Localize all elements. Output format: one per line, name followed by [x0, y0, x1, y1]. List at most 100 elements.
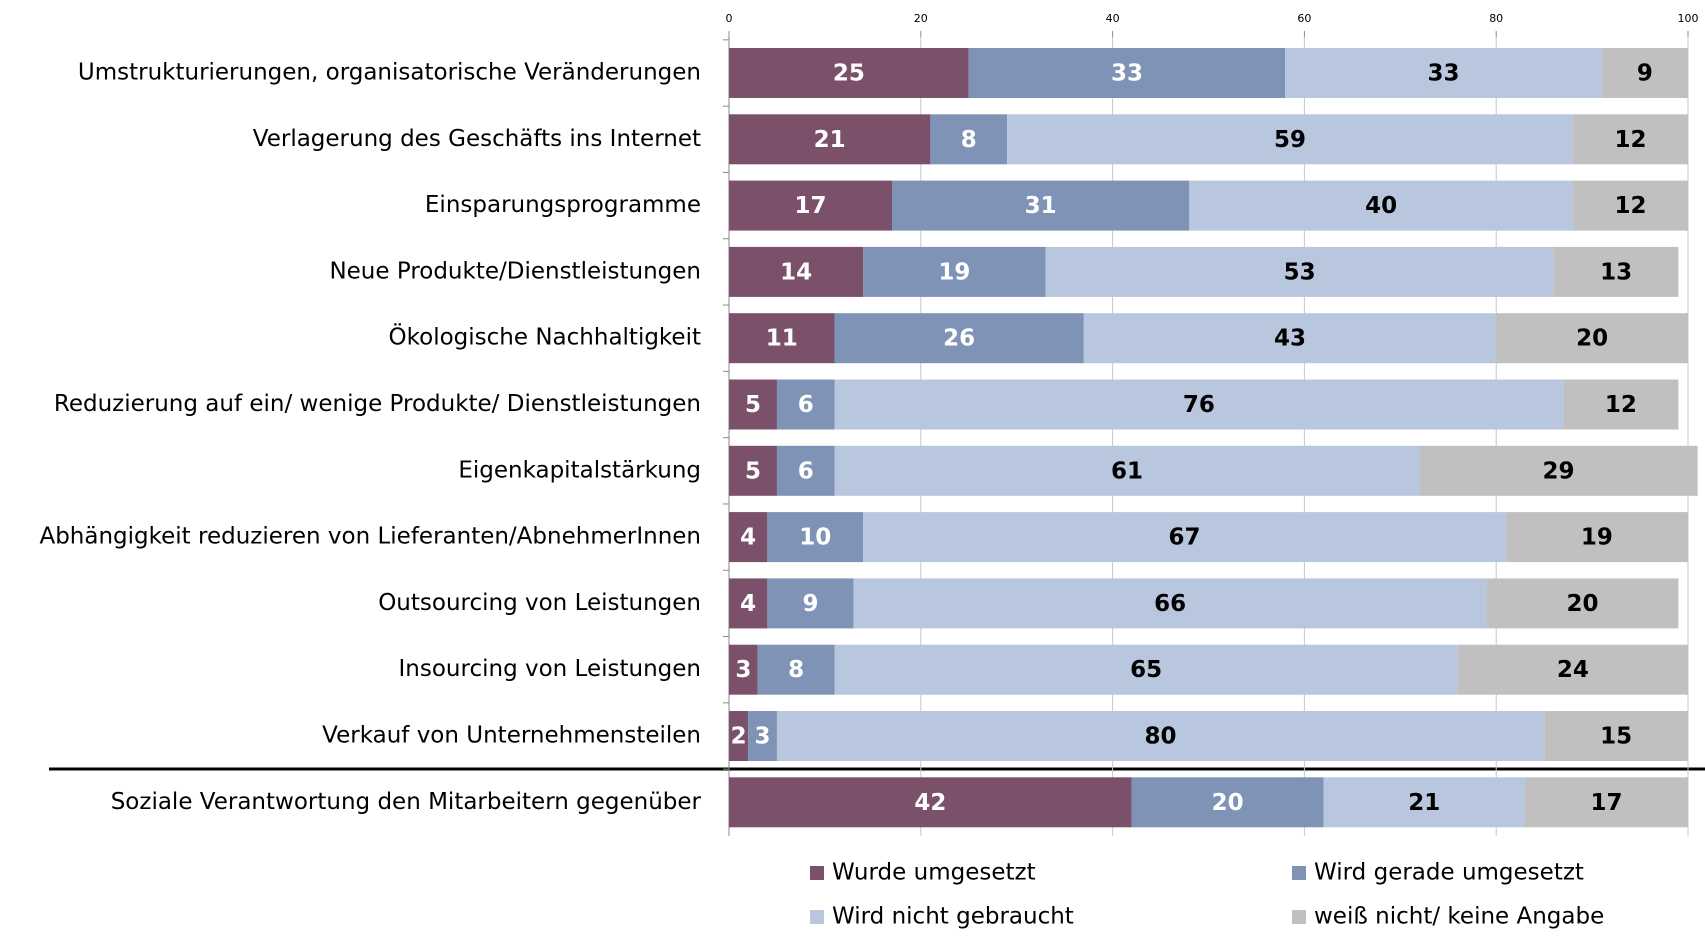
value-label: 5: [745, 392, 761, 418]
value-label: 4: [740, 525, 756, 551]
value-label: 19: [938, 259, 970, 285]
value-label: 6: [798, 458, 814, 484]
value-label: 13: [1600, 259, 1632, 285]
value-label: 2: [731, 724, 747, 750]
bar-segment: [892, 180, 1190, 231]
value-label: 25: [833, 61, 865, 87]
bar-segment: [729, 644, 758, 695]
value-label: 6: [798, 392, 814, 418]
bar-segment: [776, 379, 835, 430]
bar-segment: [729, 114, 931, 165]
bar-segment: [729, 379, 777, 430]
bar-segment: [729, 246, 864, 297]
value-label: 26: [943, 326, 975, 352]
legend-label: Wird gerade umgesetzt: [1314, 860, 1584, 886]
bar-segment: [767, 512, 864, 563]
value-label: 8: [788, 657, 804, 683]
value-label: 8: [961, 127, 977, 153]
value-label: 40: [1365, 193, 1397, 219]
bar-segment: [1601, 48, 1688, 98]
value-label: 9: [803, 591, 819, 617]
value-label: 80: [1145, 724, 1177, 750]
x-tick-label: 40: [1106, 12, 1120, 25]
bar-segment: [834, 644, 1458, 695]
legend-swatch: [1292, 910, 1306, 924]
bar-segment: [776, 445, 835, 496]
bar-segment: [863, 246, 1046, 297]
legend-label: Wird nicht gebraucht: [832, 904, 1074, 930]
bar-segment: [1457, 644, 1688, 695]
bar-segment: [767, 578, 854, 629]
bar-segment: [834, 445, 1420, 496]
bar-segment: [1419, 445, 1698, 496]
category-label: Neue Produkte/Dienstleistungen: [329, 258, 701, 284]
value-label: 42: [914, 790, 946, 816]
value-label: 10: [799, 525, 831, 551]
value-label: 29: [1543, 458, 1575, 484]
legend-swatch: [1292, 866, 1306, 880]
category-label: Outsourcing von Leistungen: [378, 590, 701, 616]
category-label: Verkauf von Unternehmensteilen: [322, 723, 701, 749]
bar-segment: [1131, 777, 1324, 828]
legend-swatch: [810, 866, 824, 880]
value-label: 67: [1169, 525, 1201, 551]
value-label: 31: [1025, 193, 1057, 219]
bar-segment: [1505, 512, 1688, 563]
value-label: 24: [1557, 657, 1589, 683]
value-label: 20: [1567, 591, 1599, 617]
legend-label: Wurde umgesetzt: [832, 860, 1036, 886]
category-label: Einsparungsprogramme: [425, 192, 701, 218]
x-tick-label: 60: [1297, 12, 1311, 25]
value-label: 21: [1408, 790, 1440, 816]
bar-segment: [1572, 114, 1688, 165]
value-label: 14: [780, 259, 812, 285]
value-label: 19: [1581, 525, 1613, 551]
bar-segment: [1496, 313, 1688, 364]
bar-segment: [930, 114, 1008, 165]
category-label: Verlagerung des Geschäfts ins Internet: [253, 126, 701, 152]
value-label: 66: [1154, 591, 1186, 617]
value-label: 17: [1590, 790, 1622, 816]
bar-segment: [1553, 246, 1679, 297]
bar-segment: [1189, 180, 1573, 231]
x-tick-label: 0: [726, 12, 733, 25]
legend-swatch: [810, 910, 824, 924]
bar-segment: [863, 512, 1506, 563]
value-label: 33: [1111, 61, 1143, 87]
value-label: 5: [745, 458, 761, 484]
value-label: 11: [766, 326, 798, 352]
bar-segment: [1486, 578, 1679, 629]
value-label: 3: [755, 724, 771, 750]
category-label: Ökologische Nachhaltigkeit: [389, 323, 701, 351]
value-label: 9: [1637, 61, 1653, 87]
category-label: Umstrukturierungen, organisatorische Ver…: [78, 60, 701, 86]
category-label: Abhängigkeit reduzieren von Lieferanten/…: [39, 524, 701, 550]
bar-segment: [729, 578, 768, 629]
value-label: 20: [1576, 326, 1608, 352]
x-tick-label: 80: [1489, 12, 1503, 25]
bar-segment: [1083, 313, 1497, 364]
bar-segment: [1045, 246, 1554, 297]
category-label: Soziale Verantwortung den Mitarbeitern g…: [111, 789, 702, 815]
value-label: 33: [1427, 61, 1459, 87]
bar-segment: [729, 711, 749, 761]
bar-segment: [729, 512, 768, 563]
x-tick-label: 20: [914, 12, 928, 25]
bar-segment: [757, 644, 835, 695]
bar-segment: [1285, 48, 1602, 98]
bar-segment: [834, 379, 1564, 430]
value-label: 4: [740, 591, 756, 617]
bar-segment: [729, 313, 835, 364]
value-label: 61: [1111, 458, 1143, 484]
value-label: 12: [1614, 193, 1646, 219]
value-label: 59: [1274, 127, 1306, 153]
bar-segment: [729, 48, 969, 98]
bar-segment: [1524, 777, 1688, 828]
bar-segment: [1323, 777, 1525, 828]
category-label: Reduzierung auf ein/ wenige Produkte/ Di…: [54, 391, 701, 417]
category-label: Eigenkapitalstärkung: [458, 457, 701, 483]
value-label: 3: [735, 657, 751, 683]
bar-segment: [729, 777, 1132, 828]
value-label: 20: [1212, 790, 1244, 816]
